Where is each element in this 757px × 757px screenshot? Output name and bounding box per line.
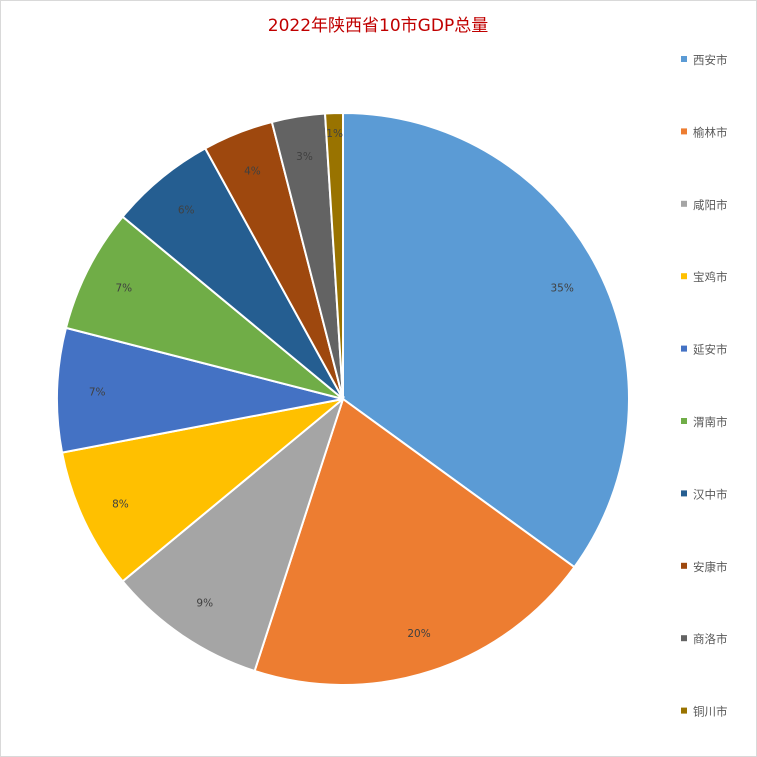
legend-marker-5 xyxy=(681,345,687,352)
legend-label-2: 榆林市 xyxy=(693,125,728,139)
legend-label-8: 安康市 xyxy=(693,560,728,574)
pie-slice-1 xyxy=(342,111,630,569)
legend-marker-6 xyxy=(681,418,687,424)
legend-label-9: 商洛市 xyxy=(693,632,728,646)
percent-label-2: 20% xyxy=(407,628,430,640)
watermark: 长安范儿 xyxy=(605,715,702,735)
percent-label-1: 35% xyxy=(550,282,573,294)
legend-label-7: 汉中市 xyxy=(693,487,728,501)
legend-label-5: 延安市 xyxy=(693,343,728,357)
pie-slices xyxy=(56,111,630,686)
percent-label-6: 7% xyxy=(116,282,133,294)
percent-label-8: 4% xyxy=(244,165,261,177)
pie-slice-6 xyxy=(64,215,344,400)
legend-marker-3 xyxy=(681,200,687,207)
legend-marker-9 xyxy=(681,635,687,642)
legend-marker-1 xyxy=(681,56,687,62)
watermark-text: 长安范儿 xyxy=(642,715,702,733)
legend-marker-4 xyxy=(681,273,687,280)
percent-label-9: 3% xyxy=(296,151,313,163)
percent-label-10: 1% xyxy=(326,128,343,140)
percent-label-5: 7% xyxy=(89,386,106,398)
percent-labels: 35% 20% 9% 8% 7% 7% 6% 4% 3% 1% xyxy=(89,128,574,640)
percent-label-7: 6% xyxy=(178,204,195,216)
legend-marker-8 xyxy=(681,562,687,569)
chart-title: 2022年陕西省10市GDP总量 xyxy=(268,16,488,36)
legend-marker-2 xyxy=(681,128,687,135)
legend-label-3: 咸阳市 xyxy=(693,198,728,212)
legend-label-6: 渭南市 xyxy=(693,415,728,429)
pie-slice-3 xyxy=(121,396,346,673)
pie-slice-10 xyxy=(323,111,344,400)
percent-label-4: 8% xyxy=(112,499,129,511)
wechat-icon xyxy=(605,715,632,735)
pie-slice-2 xyxy=(253,397,576,686)
legend-label-4: 宝鸡市 xyxy=(693,270,728,284)
legend-marker-7 xyxy=(681,490,687,497)
pie-slice-5 xyxy=(56,326,344,454)
pie-slice-4 xyxy=(60,398,344,583)
percent-label-3: 9% xyxy=(196,597,213,609)
legend-label-10: 铜川市 xyxy=(693,705,728,719)
legend-label-1: 西安市 xyxy=(693,53,728,67)
legend-marker-10 xyxy=(681,707,687,714)
